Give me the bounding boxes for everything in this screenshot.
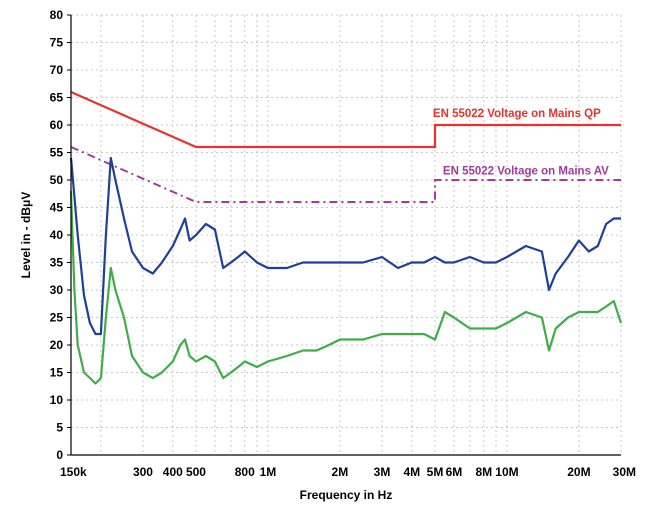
- x-tick-label: 4M: [404, 465, 421, 479]
- x-axis-title: Frequency in Hz: [300, 488, 393, 502]
- limit-annotations: EN 55022 Voltage on Mains QP EN 55022 Vol…: [433, 108, 609, 178]
- x-tick-label: 1M: [260, 465, 277, 479]
- limit-lines: [70, 90, 621, 203]
- y-tick-label: 0: [56, 448, 63, 462]
- y-tick-labels: 0 5 10 15 20 25 30 35 40 45 50 55 60 65 70 75 80: [50, 8, 64, 462]
- x-tick-label: 500: [186, 465, 206, 479]
- y-tick-label: 50: [50, 173, 64, 187]
- x-tick-label: 10M: [495, 465, 518, 479]
- x-tick-label: 2M: [332, 465, 349, 479]
- x-tick-label: 30M: [613, 465, 636, 479]
- y-tick-label: 80: [50, 8, 64, 22]
- axes: [67, 14, 621, 456]
- x-tick-label: 300: [133, 465, 153, 479]
- y-tick-label: 45: [50, 201, 64, 215]
- y-tick-label: 70: [50, 63, 64, 77]
- y-tick-label: 25: [50, 311, 64, 325]
- limit-line: [70, 146, 621, 203]
- y-tick-label: 65: [50, 91, 64, 105]
- measurement-series: [69, 156, 623, 385]
- y-tick-label: 5: [56, 421, 63, 435]
- x-tick-label: 3M: [374, 465, 391, 479]
- x-tick-label: 8M: [475, 465, 492, 479]
- limit-annotation: EN 55022 Voltage on Mains AV: [443, 166, 609, 178]
- y-tick-label: 35: [50, 256, 64, 270]
- y-axis-title: Level in - dBμV: [19, 192, 33, 279]
- x-tick-label: 150k: [60, 465, 87, 479]
- x-tick-label: 20M: [567, 465, 590, 479]
- series-line: [69, 156, 621, 336]
- limit-annotation: EN 55022 Voltage on Mains QP: [433, 108, 601, 120]
- y-tick-label: 40: [50, 228, 64, 242]
- series-line: [69, 190, 623, 385]
- y-tick-label: 10: [50, 393, 64, 407]
- y-tick-label: 60: [50, 118, 64, 132]
- limit-line: [70, 90, 621, 149]
- y-tick-label: 75: [50, 36, 64, 50]
- x-tick-label: 5M: [427, 465, 444, 479]
- y-tick-label: 30: [50, 283, 64, 297]
- y-tick-label: 20: [50, 338, 64, 352]
- x-tick-label: 400: [163, 465, 183, 479]
- y-tick-label: 55: [50, 146, 64, 160]
- x-tick-label: 6M: [446, 465, 463, 479]
- x-tick-label: 800: [235, 465, 255, 479]
- x-tick-labels: 150k 300 400 500 800 1M 2M 3M 4M 5M 6M 8M 10M 20M 30M: [60, 465, 636, 479]
- y-tick-label: 15: [50, 366, 64, 380]
